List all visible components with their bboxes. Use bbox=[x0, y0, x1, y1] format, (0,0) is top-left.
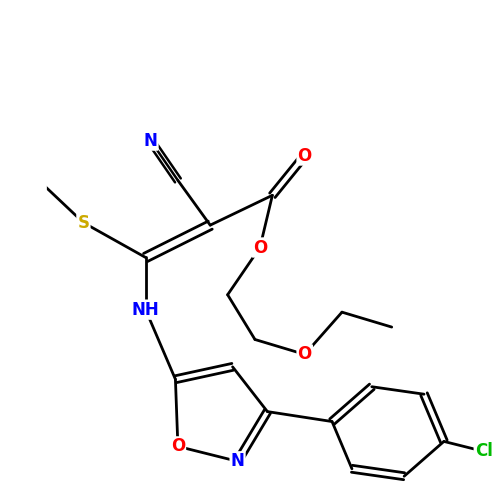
Text: N: N bbox=[230, 452, 244, 470]
Text: O: O bbox=[298, 146, 312, 164]
Text: X: X bbox=[33, 172, 44, 190]
Text: O: O bbox=[171, 438, 185, 456]
Text: Cl: Cl bbox=[475, 442, 492, 460]
Text: S: S bbox=[34, 174, 43, 187]
Text: NH: NH bbox=[132, 300, 160, 318]
Text: S: S bbox=[38, 180, 39, 181]
Text: O: O bbox=[298, 346, 312, 364]
Text: S: S bbox=[78, 214, 90, 232]
Text: N: N bbox=[144, 132, 158, 150]
Text: O: O bbox=[253, 238, 267, 256]
